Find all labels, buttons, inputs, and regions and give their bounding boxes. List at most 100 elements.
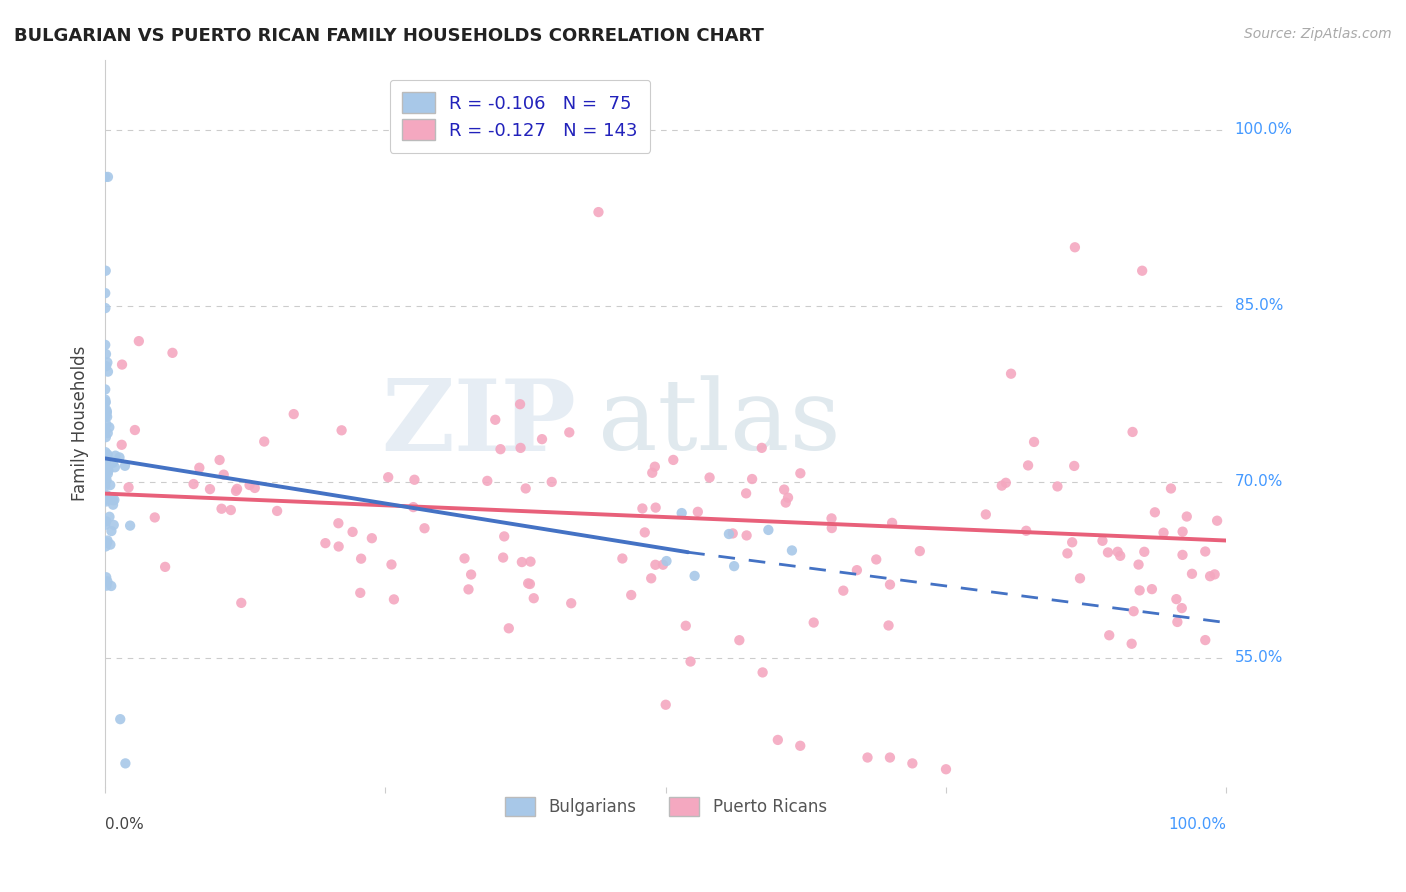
Point	[94, 456, 117, 470]
Point	[98, 478, 121, 492]
Point	[741, 472, 763, 486]
Point	[100, 524, 122, 538]
Point	[212, 467, 235, 482]
Point	[865, 552, 887, 566]
Point	[662, 453, 685, 467]
Point	[226, 482, 249, 496]
Point	[1000, 367, 1022, 381]
Text: 100.0%: 100.0%	[1168, 817, 1226, 832]
Point	[314, 536, 336, 550]
Point	[101, 493, 124, 508]
Point	[1171, 601, 1194, 615]
Point	[1056, 546, 1078, 560]
Point	[402, 500, 425, 515]
Point	[94, 517, 117, 532]
Point	[1206, 514, 1229, 528]
Point	[766, 733, 789, 747]
Point	[1069, 571, 1091, 585]
Point	[94, 404, 117, 418]
Point	[208, 453, 231, 467]
Point	[1171, 548, 1194, 562]
Y-axis label: Family Households: Family Households	[72, 345, 89, 501]
Point	[1062, 535, 1084, 549]
Point	[655, 554, 678, 568]
Point	[1181, 566, 1204, 581]
Point	[775, 495, 797, 509]
Point	[266, 504, 288, 518]
Point	[832, 583, 855, 598]
Point	[1109, 549, 1132, 563]
Point	[328, 516, 350, 531]
Point	[97, 365, 120, 379]
Point	[94, 473, 117, 487]
Point	[877, 618, 900, 632]
Point	[94, 535, 117, 549]
Point	[96, 494, 118, 508]
Point	[253, 434, 276, 449]
Point	[509, 441, 531, 455]
Point	[101, 456, 124, 470]
Point	[457, 582, 479, 597]
Point	[634, 525, 657, 540]
Text: 100.0%: 100.0%	[1234, 122, 1292, 137]
Point	[94, 450, 117, 465]
Point	[519, 555, 541, 569]
Point	[94, 338, 117, 352]
Point	[489, 442, 512, 457]
Point	[96, 406, 118, 420]
Point	[991, 478, 1014, 492]
Point	[342, 524, 364, 539]
Point	[94, 492, 117, 507]
Point	[94, 392, 117, 407]
Point	[1133, 545, 1156, 559]
Point	[101, 498, 124, 512]
Point	[100, 579, 122, 593]
Point	[494, 529, 516, 543]
Point	[492, 550, 515, 565]
Point	[845, 563, 868, 577]
Point	[114, 458, 136, 473]
Point	[644, 500, 666, 515]
Point	[1143, 505, 1166, 519]
Point	[328, 540, 350, 554]
Point	[188, 460, 211, 475]
Text: ZIP: ZIP	[381, 375, 576, 472]
Text: BULGARIAN VS PUERTO RICAN FAMILY HOUSEHOLDS CORRELATION CHART: BULGARIAN VS PUERTO RICAN FAMILY HOUSEHO…	[14, 27, 763, 45]
Point	[620, 588, 643, 602]
Point	[908, 544, 931, 558]
Point	[510, 555, 533, 569]
Point	[96, 456, 118, 470]
Point	[974, 508, 997, 522]
Point	[97, 448, 120, 462]
Text: 55.0%: 55.0%	[1234, 650, 1282, 665]
Point	[183, 477, 205, 491]
Point	[721, 526, 744, 541]
Point	[654, 698, 676, 712]
Point	[96, 514, 118, 528]
Point	[679, 655, 702, 669]
Point	[153, 560, 176, 574]
Point	[1140, 582, 1163, 596]
Point	[1046, 479, 1069, 493]
Point	[98, 420, 121, 434]
Point	[1097, 545, 1119, 559]
Point	[94, 395, 117, 409]
Point	[1128, 558, 1150, 572]
Point	[111, 358, 134, 372]
Point	[683, 569, 706, 583]
Point	[879, 750, 901, 764]
Point	[540, 475, 562, 489]
Point	[1122, 425, 1144, 439]
Point	[94, 468, 117, 483]
Point	[94, 478, 117, 492]
Point	[758, 523, 780, 537]
Point	[98, 509, 121, 524]
Point	[641, 466, 664, 480]
Point	[751, 441, 773, 455]
Point	[117, 480, 139, 494]
Point	[96, 464, 118, 478]
Point	[94, 395, 117, 409]
Point	[723, 559, 745, 574]
Point	[1194, 633, 1216, 648]
Point	[773, 483, 796, 497]
